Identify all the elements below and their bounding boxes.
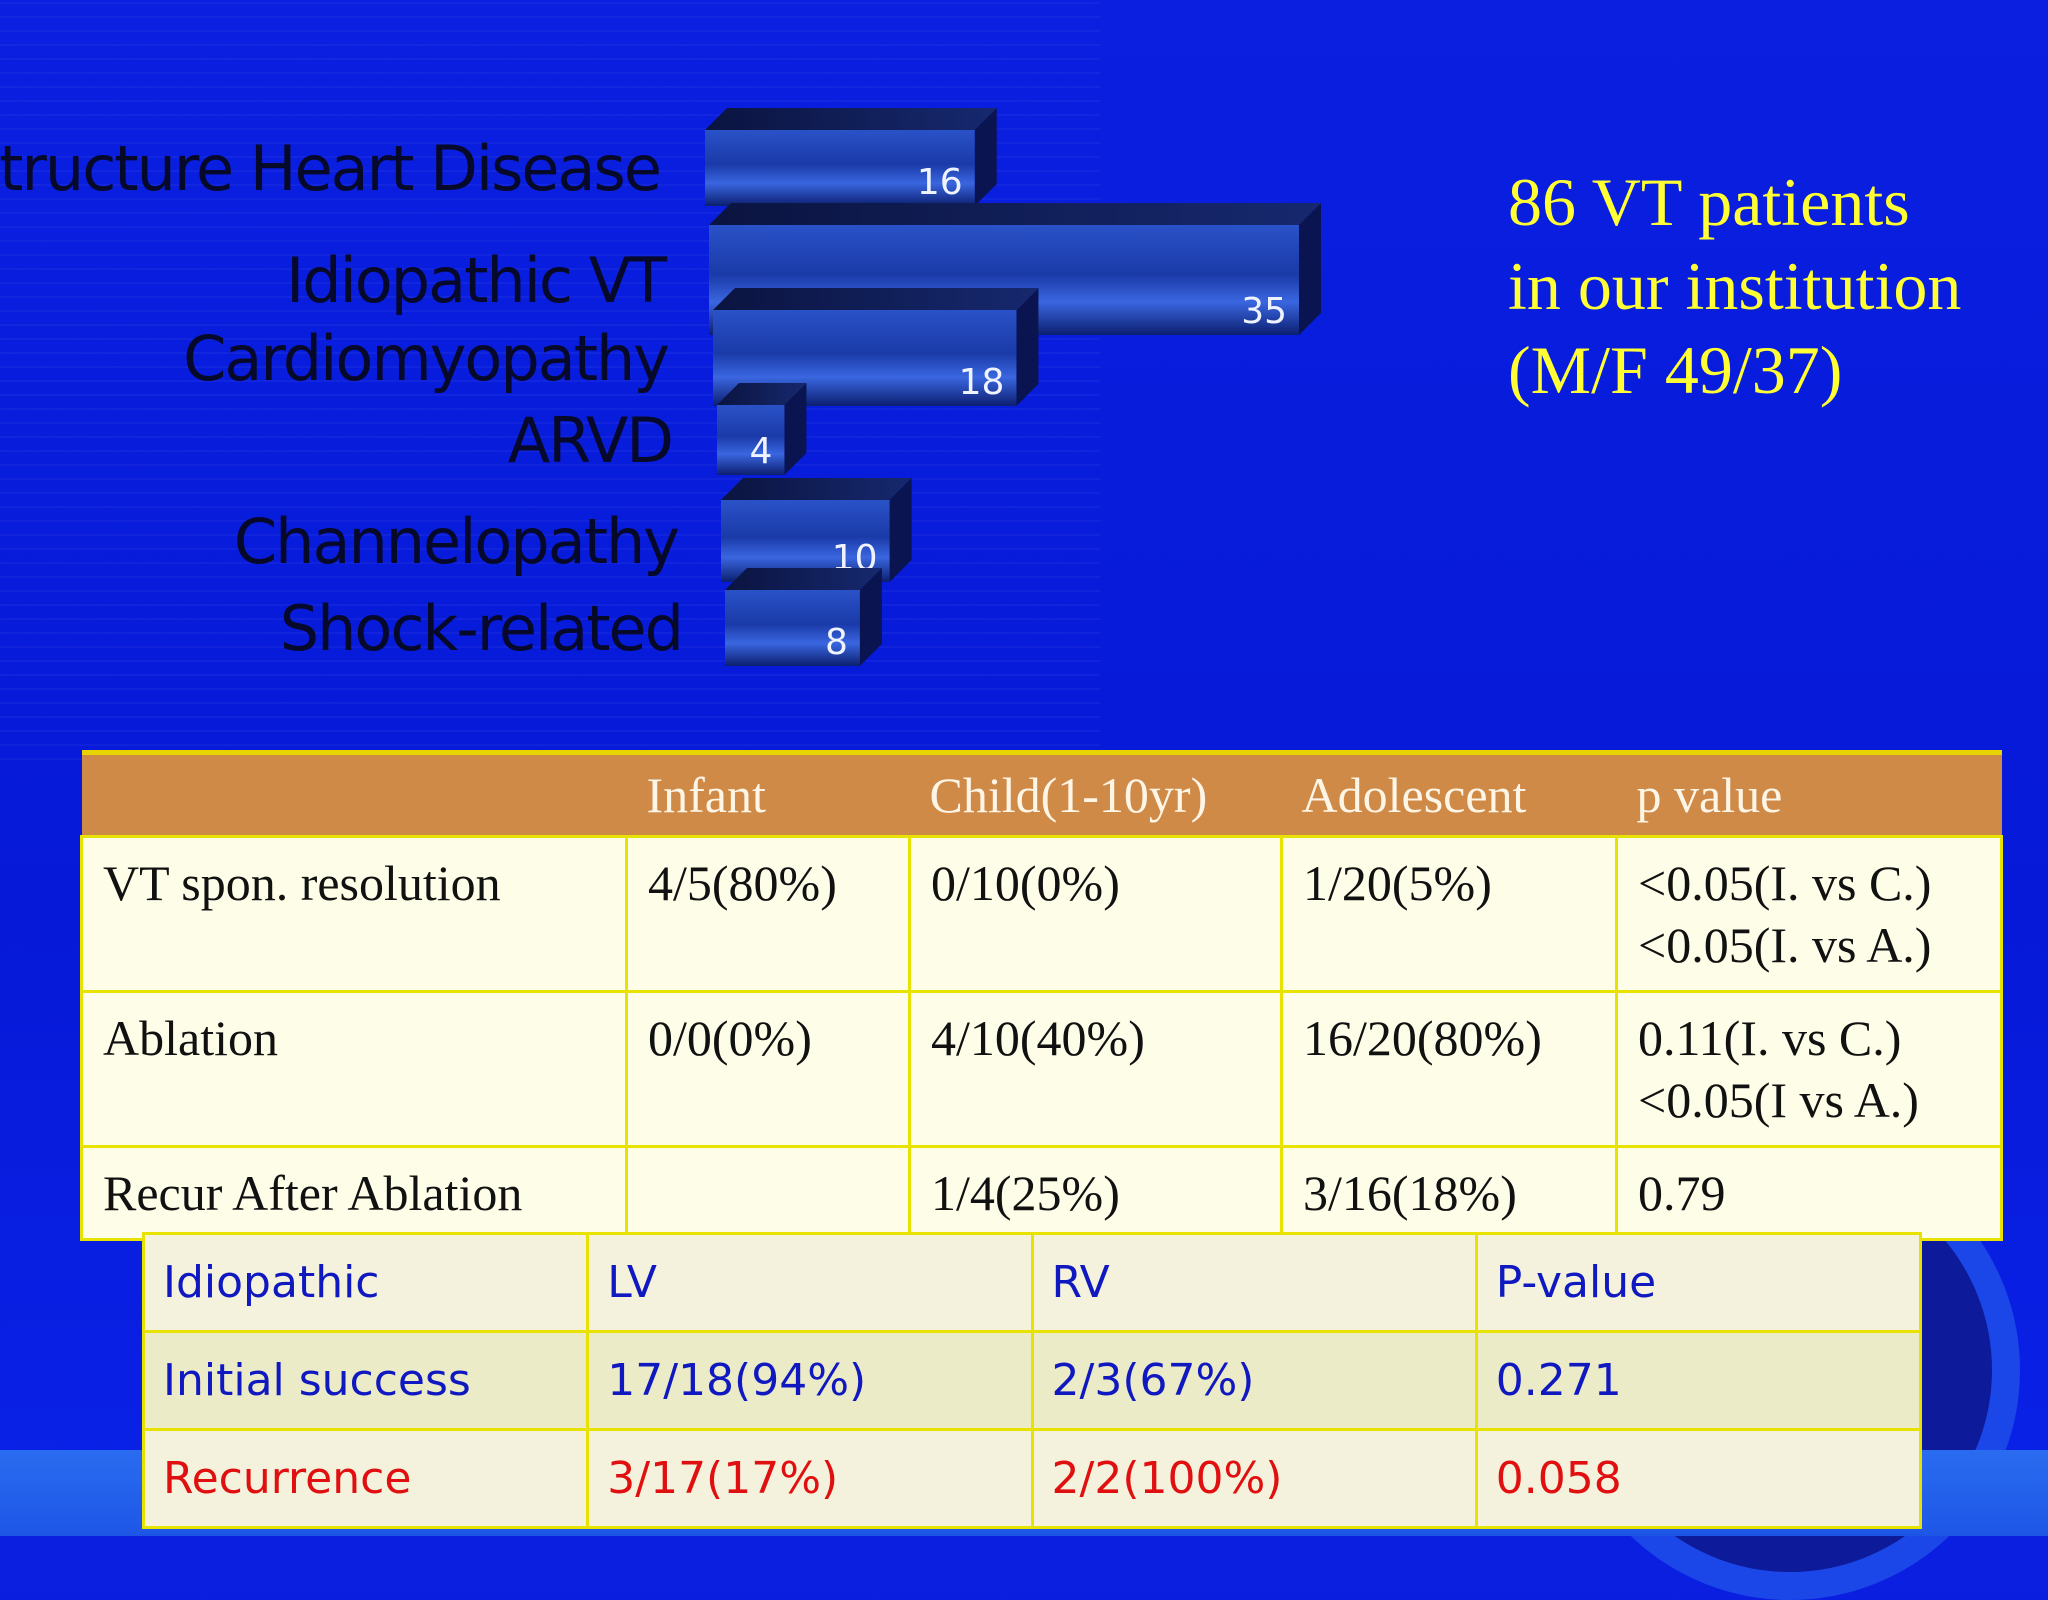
table-header-row: Infant Child(1-10yr) Adolescent p value [81,750,2002,837]
cell-child: 0/10(0%) [908,835,1283,993]
header-empty [81,750,627,837]
table-row: VT spon. resolution 4/5(80%) 0/10(0%) 1/… [80,835,2003,993]
bar-5 [725,568,882,666]
bar-3 [717,383,807,475]
summary-line-1: 86 VT patients [1508,164,1910,240]
cell-lv: 17/18(94%) [586,1330,1034,1431]
category-label: Structure Heart Disease [0,132,660,205]
header-infant: Infant [626,750,910,837]
bar-value-label: 18 [959,362,1005,403]
cell-p-value: 0.271 [1474,1330,1923,1431]
cell-adolescent: 16/20(80%) [1280,990,1618,1148]
row-label: Initial success [141,1330,590,1431]
cell-p-value: 0.058 [1474,1428,1923,1529]
p-value-line-1: 0.11(I. vs C.) [1638,1010,1902,1066]
cell-infant [625,1145,911,1241]
header-rv: RV [1030,1232,1478,1333]
cell-p-value: 0.11(I. vs C.) <0.05(I vs A.) [1615,990,2003,1148]
table-header-row: Idiopathic LV RV P-value [141,1232,1923,1333]
cell-infant: 4/5(80%) [625,835,911,993]
row-label: Ablation [80,990,628,1148]
category-label: Cardiomyopathy [183,322,668,395]
header-lv: LV [586,1232,1034,1333]
cell-rv: 2/2(100%) [1030,1428,1478,1529]
category-label: Idiopathic VT [286,244,668,317]
bar-value-label: 16 [917,162,963,203]
cell-child: 1/4(25%) [908,1145,1283,1241]
age-group-table: Infant Child(1-10yr) Adolescent p value … [80,750,2003,1241]
table-row: Recurrence 3/17(17%) 2/2(100%) 0.058 [141,1428,1923,1529]
summary-text: 86 VT patients in our institution (M/F 4… [1508,160,1961,412]
table-row: Ablation 0/0(0%) 4/10(40%) 16/20(80%) 0.… [80,990,2003,1148]
summary-line-3: (M/F 49/37) [1508,332,1843,408]
header-p-value: p value [1616,750,2002,837]
category-label: Shock-related [280,592,682,665]
table-row: Recur After Ablation 1/4(25%) 3/16(18%) … [80,1145,2003,1241]
header-p-value: P-value [1474,1232,1923,1333]
table-row: Initial success 17/18(94%) 2/3(67%) 0.27… [141,1330,1923,1431]
header-idiopathic: Idiopathic [141,1232,590,1333]
summary-line-2: in our institution [1508,248,1962,324]
cell-infant: 0/0(0%) [625,990,911,1148]
p-value-line-2: <0.05(I. vs A.) [1638,917,1932,973]
cell-adolescent: 3/16(18%) [1280,1145,1618,1241]
row-label: Recurrence [141,1428,590,1529]
bar-0 [705,108,997,206]
header-adolescent: Adolescent [1281,750,1617,837]
row-label: VT spon. resolution [80,835,628,993]
bar-value-label: 35 [1241,291,1287,332]
p-value-line-2: <0.05(I vs A.) [1638,1072,1919,1128]
bar-value-label: 8 [825,622,848,663]
cell-p-value: <0.05(I. vs C.) <0.05(I. vs A.) [1615,835,2003,993]
cell-rv: 2/3(67%) [1030,1330,1478,1431]
cell-lv: 3/17(17%) [586,1428,1034,1529]
header-child: Child(1-10yr) [909,750,1282,837]
bar-4 [721,478,912,582]
category-label: ARVD [508,404,672,477]
cell-child: 4/10(40%) [908,990,1283,1148]
cell-adolescent: 1/20(5%) [1280,835,1618,993]
idiopathic-table: Idiopathic LV RV P-value Initial success… [141,1232,1923,1529]
cell-p-value: 0.79 [1615,1145,2003,1241]
bar-value-label: 4 [750,431,773,472]
p-value-line-1: <0.05(I. vs C.) [1638,855,1932,911]
category-label: Channelopathy [234,505,678,578]
row-label: Recur After Ablation [80,1145,628,1241]
bar-chart: 16 Structure Heart Disease 35 Idiopathic VT… [0,108,1321,666]
